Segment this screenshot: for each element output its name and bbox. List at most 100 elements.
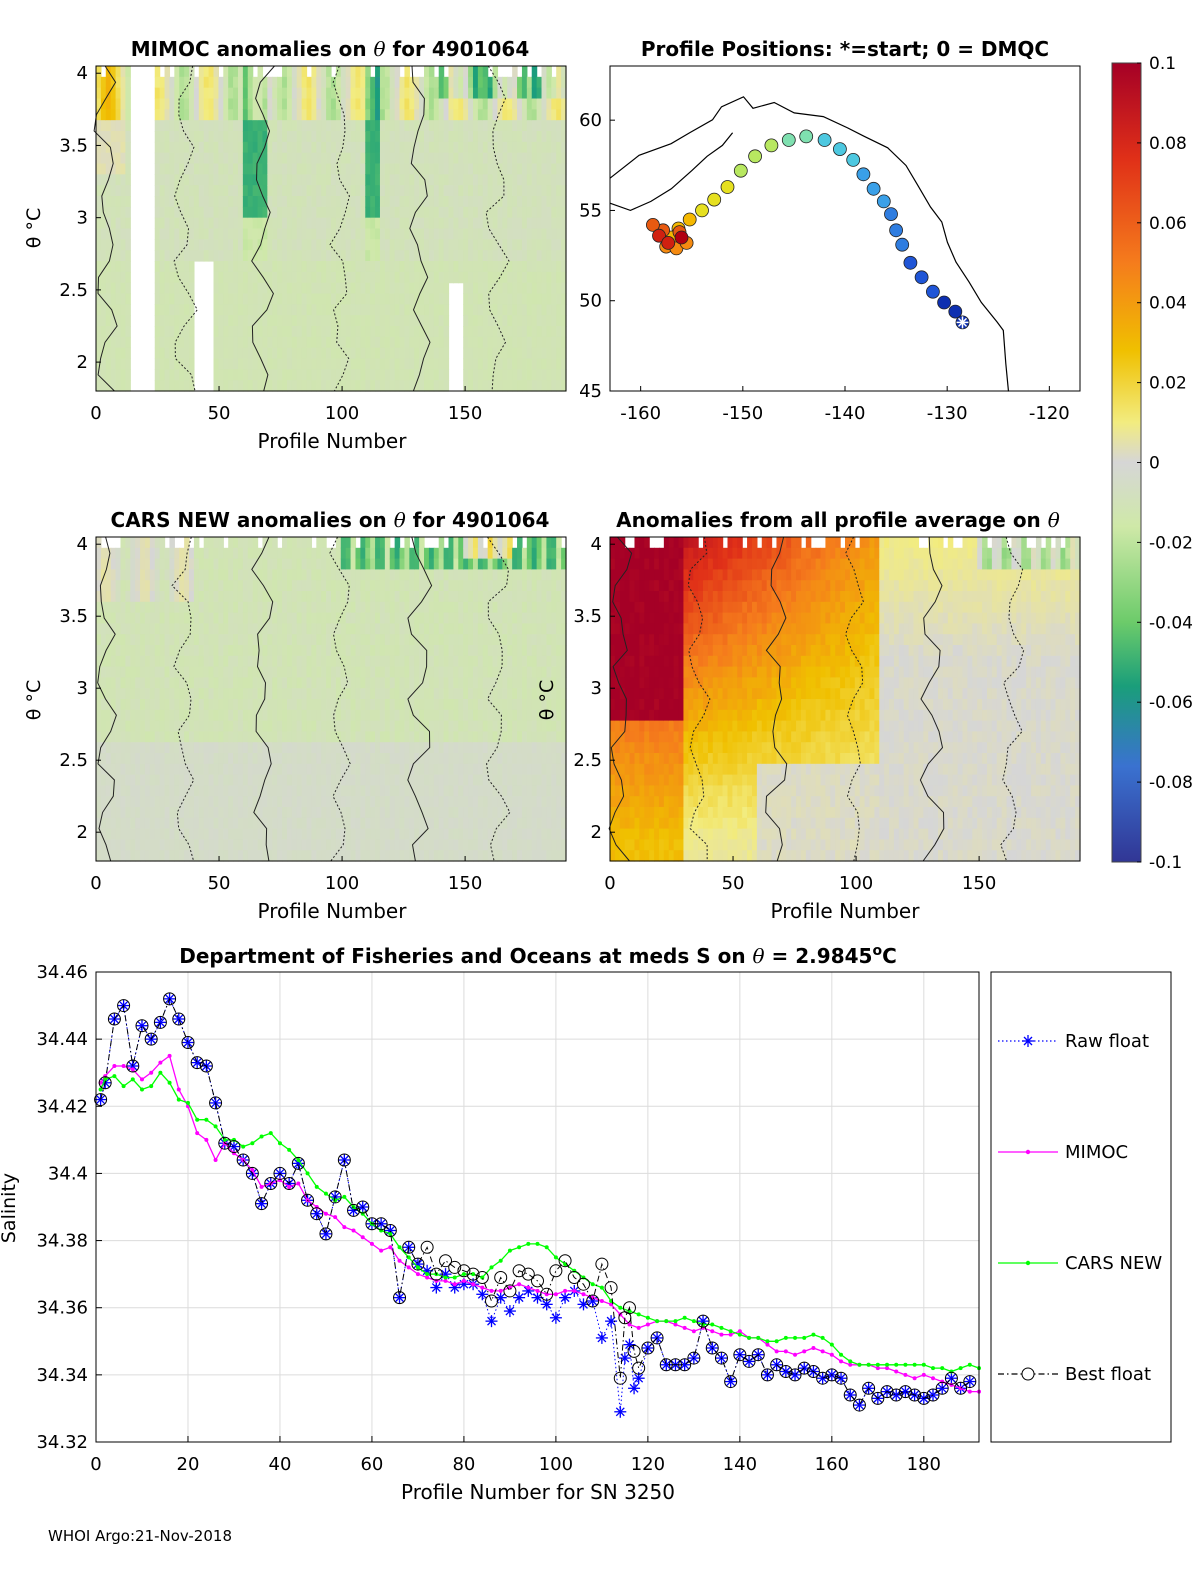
heatmap-cell — [321, 250, 327, 262]
heatmap-cell — [184, 677, 190, 689]
heatmap-cell — [458, 558, 464, 570]
heatmap-cell — [316, 196, 322, 208]
heatmap-cell — [267, 217, 273, 230]
heatmap-cell — [257, 796, 264, 808]
heatmap-cell — [110, 87, 117, 100]
heatmap-cell — [507, 326, 513, 338]
heatmap-cell — [448, 185, 454, 197]
heatmap-cell — [169, 850, 175, 862]
heatmap-cell — [331, 817, 337, 830]
heatmap-cell — [120, 98, 126, 110]
heatmap-cell — [502, 250, 508, 262]
heatmap-cell — [384, 141, 391, 154]
heatmap-cell — [208, 742, 215, 754]
heatmap-cell — [144, 817, 151, 830]
heatmap-cell — [482, 174, 489, 186]
heatmap-cell — [218, 753, 224, 765]
heatmap-cell — [370, 87, 376, 100]
heatmap-cell — [149, 591, 156, 603]
heatmap-cell — [286, 347, 293, 360]
heatmap-cell — [340, 196, 347, 208]
heatmap-cell — [223, 742, 229, 754]
heatmap-cell — [375, 547, 381, 560]
heatmap-cell — [487, 196, 494, 208]
heatmap-cell — [164, 839, 171, 851]
heatmap-cell — [458, 796, 464, 808]
heatmap-cell — [115, 785, 122, 797]
heatmap-cell — [375, 174, 381, 186]
heatmap-cell — [531, 141, 538, 154]
heatmap-cell — [379, 547, 386, 560]
heatmap-cell — [193, 742, 200, 754]
heatmap-cell — [399, 250, 406, 262]
cars-title-theta: θ — [394, 508, 406, 532]
heatmap-cell — [463, 109, 469, 121]
heatmap-cell — [306, 591, 313, 603]
heatmap-cell — [223, 196, 229, 208]
heatmap-cell — [521, 336, 528, 349]
heatmap-cell — [453, 547, 459, 560]
heatmap-cell — [184, 785, 190, 797]
heatmap-cell — [233, 547, 239, 560]
heatmap-cell — [331, 601, 337, 614]
heatmap-cell — [154, 828, 161, 840]
heatmap-cell — [458, 699, 464, 711]
heatmap-cell — [120, 612, 126, 624]
heatmap-cell — [189, 250, 195, 262]
heatmap-cell — [433, 358, 440, 370]
heatmap-cell — [203, 731, 210, 743]
heatmap-cell — [169, 699, 175, 711]
heatmap-cell — [438, 239, 445, 251]
heatmap-cell — [345, 645, 352, 657]
heatmap-cell — [130, 558, 136, 570]
heatmap-cell — [159, 315, 166, 327]
heatmap-cell — [120, 369, 126, 381]
heatmap-cell — [247, 152, 254, 165]
heatmap-cell — [237, 699, 244, 711]
heatmap-cell — [164, 196, 171, 208]
heatmap-cell — [433, 807, 440, 819]
heatmap-cell — [149, 547, 156, 560]
heatmap-cell — [257, 677, 264, 689]
heatmap-cell — [272, 131, 278, 143]
heatmap-cell — [179, 206, 185, 219]
heatmap-cell — [306, 699, 313, 711]
profile-position-marker — [646, 217, 660, 232]
heatmap-cell — [438, 271, 445, 284]
heatmap-cell — [105, 131, 112, 143]
heatmap-cell — [120, 547, 126, 560]
heatmap-cell — [355, 753, 361, 765]
profile-position-marker — [876, 194, 891, 209]
heatmap-cell — [340, 612, 347, 624]
heatmap-cell — [154, 196, 161, 208]
heatmap-cell — [433, 580, 440, 592]
heatmap-cell — [282, 677, 288, 689]
heatmap-cell — [512, 141, 518, 154]
heatmap-cell — [242, 623, 249, 635]
heatmap-cell — [536, 380, 543, 392]
heatmap-cell — [433, 120, 440, 132]
heatmap-cell — [370, 206, 376, 219]
heatmap-cell — [125, 839, 131, 851]
heatmap-cell — [144, 666, 151, 678]
heatmap-cell — [223, 228, 229, 240]
contour-line — [251, 65, 275, 392]
heatmap-cell — [189, 239, 195, 251]
heatmap-cell — [282, 206, 288, 219]
heatmap-cell — [404, 206, 410, 219]
heatmap-cell — [213, 250, 219, 262]
heatmap-cell — [159, 774, 166, 786]
cars-title: CARS NEW anomalies on θ for 4901064 — [111, 508, 550, 532]
heatmap-cell — [282, 796, 288, 808]
heatmap-cell — [448, 612, 454, 624]
heatmap-cell — [159, 174, 166, 186]
heatmap-cell — [321, 699, 327, 711]
heatmap-cell — [321, 271, 327, 284]
heatmap-cell — [433, 326, 440, 338]
heatmap-cell — [120, 66, 126, 78]
heatmap-cell — [267, 87, 273, 100]
profile-position-marker — [937, 295, 951, 310]
heatmap-cell — [521, 239, 528, 251]
heatmap-cell — [326, 569, 332, 581]
heatmap-cell — [96, 98, 102, 110]
